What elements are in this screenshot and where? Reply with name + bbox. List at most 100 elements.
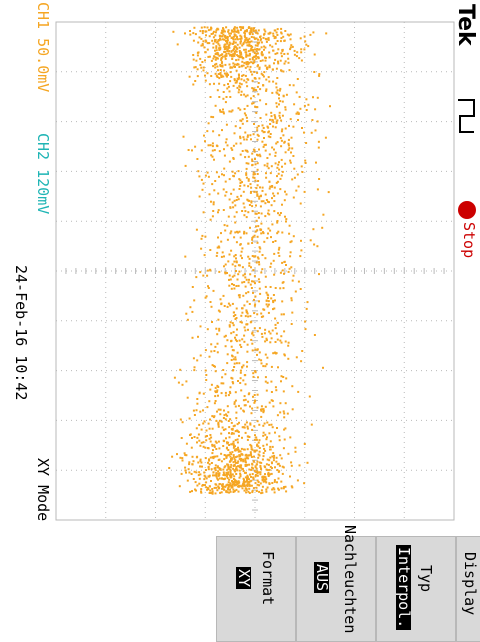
trace-point — [287, 270, 290, 273]
trace-point — [283, 416, 286, 419]
trace-point — [241, 484, 244, 487]
trace-point — [201, 61, 204, 63]
trace-point — [219, 64, 222, 66]
trace-point — [237, 465, 239, 468]
trace-point — [329, 105, 331, 108]
trace-point — [316, 188, 319, 191]
trace-point — [207, 144, 210, 147]
trace-point — [186, 318, 189, 321]
trace-point — [272, 80, 275, 83]
trace-point — [269, 445, 272, 448]
trace-point — [277, 163, 280, 166]
trace-point — [192, 478, 195, 480]
trace-point — [241, 366, 244, 369]
trace-point — [259, 247, 262, 250]
trace-point — [296, 479, 299, 482]
trace-point — [264, 193, 267, 196]
trace-point — [267, 32, 270, 35]
trace-point — [222, 485, 225, 488]
trace-point — [260, 38, 262, 41]
trace-point — [240, 90, 243, 93]
trace-point — [244, 210, 247, 213]
run-state-indicator[interactable]: Stop — [457, 200, 478, 270]
menu-item-format[interactable]: Format XY — [216, 536, 296, 642]
trace-point — [239, 236, 242, 239]
trace-point — [248, 463, 251, 466]
trace-point — [229, 278, 232, 281]
trace-point — [229, 460, 232, 463]
trace-point — [200, 237, 203, 240]
trace-point — [218, 44, 221, 47]
trace-point — [272, 487, 275, 490]
trace-point — [256, 32, 259, 35]
trace-point — [260, 467, 262, 470]
trace-point — [239, 137, 242, 140]
trace-point — [240, 119, 243, 122]
trace-point — [206, 488, 209, 491]
trace-point — [215, 74, 218, 77]
trace-point — [267, 38, 270, 41]
trace-point — [252, 291, 254, 294]
trace-point — [253, 176, 256, 179]
trace-point — [241, 44, 244, 47]
menu-item-nachleuchten[interactable]: Nachleuchten AUS — [296, 525, 376, 642]
trace-point — [250, 31, 253, 34]
trace-point — [221, 477, 224, 480]
trace-point — [244, 464, 247, 466]
trace-point — [305, 43, 308, 46]
trace-point — [229, 466, 232, 469]
trace-point — [281, 114, 284, 117]
trace-point — [216, 333, 219, 336]
trace-point — [236, 423, 239, 426]
trace-point — [265, 488, 268, 491]
trace-point — [224, 373, 227, 376]
trace-point — [276, 77, 279, 79]
trace-point — [226, 463, 229, 466]
trace-point — [223, 174, 225, 177]
trace-point — [271, 223, 274, 226]
trace-point — [267, 303, 270, 306]
trace-point — [202, 422, 205, 425]
trace-point — [238, 339, 241, 342]
trace-point — [239, 126, 242, 129]
trace-point — [245, 173, 248, 176]
trace-point — [252, 133, 255, 136]
trace-point — [261, 189, 264, 192]
trace-point — [280, 52, 283, 55]
trace-point — [239, 243, 242, 246]
trace-point — [251, 210, 254, 213]
trace-point — [282, 287, 285, 290]
trace-point — [248, 199, 250, 202]
trace-point — [228, 284, 231, 287]
trace-point — [278, 111, 281, 114]
trace-point — [270, 391, 273, 393]
trace-point — [256, 56, 259, 59]
ch2-readout: CH2 120mV — [34, 133, 52, 214]
trace-point — [268, 56, 271, 59]
trace-point — [276, 192, 279, 195]
trace-point — [248, 492, 251, 494]
menu-item-typ[interactable]: Typ Interpol. — [376, 536, 456, 642]
trace-point — [222, 369, 225, 371]
trace-point — [225, 473, 228, 475]
trace-point — [261, 124, 264, 127]
trace-point — [255, 471, 258, 474]
trace-point — [241, 74, 244, 77]
trace-point — [257, 93, 260, 96]
trace-point — [243, 483, 246, 486]
trace-point — [239, 382, 242, 384]
trace-point — [223, 409, 225, 412]
trace-point — [215, 486, 218, 489]
trace-point — [248, 204, 251, 206]
trace-point — [211, 321, 213, 323]
trace-point — [276, 414, 279, 417]
trace-point — [209, 388, 212, 391]
trace-point — [232, 461, 235, 464]
trace-point — [252, 395, 254, 398]
trace-point — [204, 457, 207, 460]
trace-point — [246, 135, 249, 138]
trace-point — [246, 474, 249, 477]
trace-point — [279, 188, 282, 191]
trace-point — [185, 471, 187, 474]
trace-point — [239, 450, 242, 453]
